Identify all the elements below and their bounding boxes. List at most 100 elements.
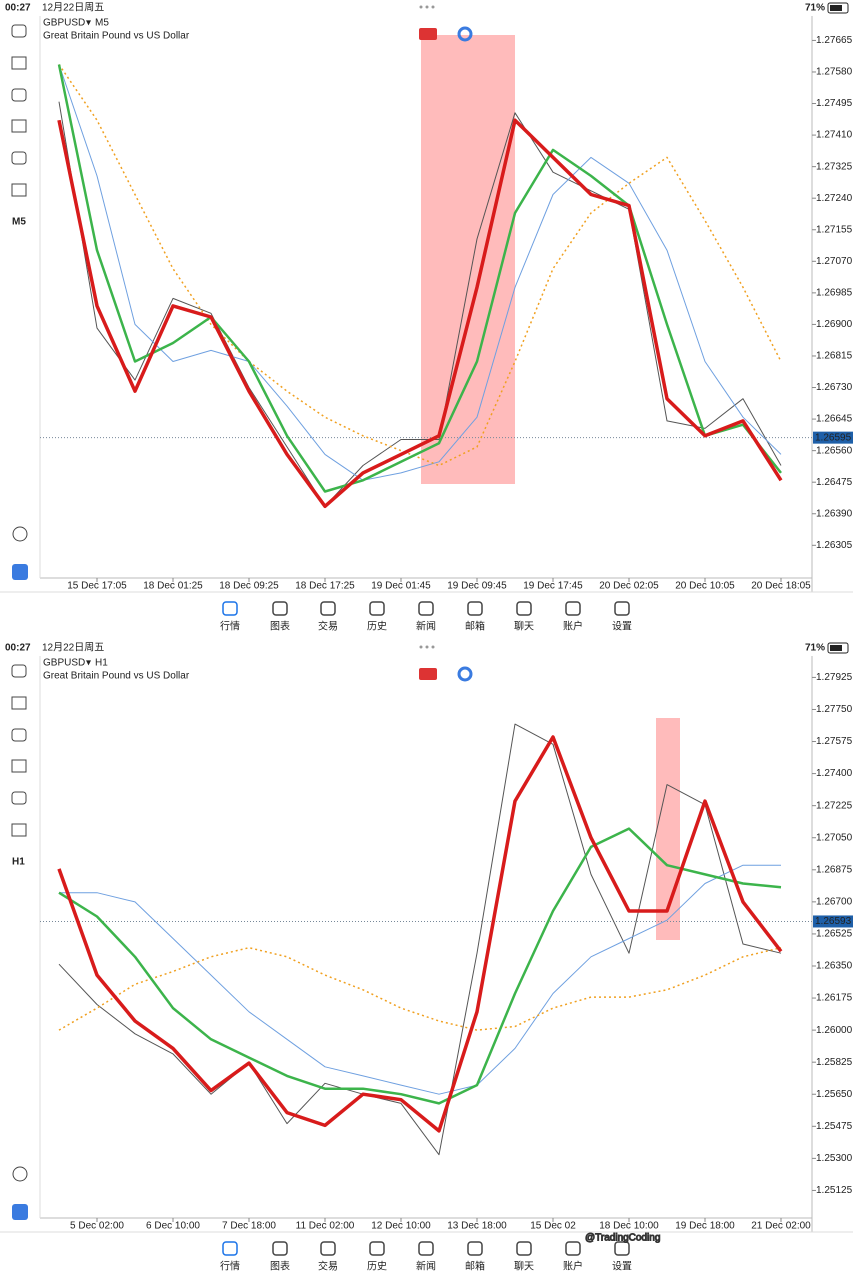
- tab-icon[interactable]: [516, 1241, 532, 1256]
- tab-icon[interactable]: [320, 601, 336, 616]
- y-tick-label: 1.26700: [816, 896, 853, 907]
- y-tick-label: 1.26390: [816, 508, 853, 519]
- x-tick-label: 7 Dec 18:00: [222, 1221, 276, 1232]
- series-line: [59, 864, 781, 1095]
- tab-icon[interactable]: [222, 1241, 238, 1256]
- tab-icon[interactable]: [320, 1241, 336, 1256]
- tab-label[interactable]: 设置: [612, 1261, 632, 1273]
- tab-icon[interactable]: [467, 601, 483, 616]
- x-tick-label: 19 Dec 18:00: [675, 1221, 735, 1232]
- x-tick-label: 11 Dec 02:00: [296, 1221, 355, 1232]
- tab-label[interactable]: 新闻: [416, 1260, 436, 1273]
- dropdown-arrow: ▾: [86, 658, 91, 669]
- y-tick-label: 1.27575: [816, 736, 853, 747]
- tool-icon[interactable]: [12, 1204, 28, 1220]
- screen: 00:27 12月22日周五 71% GBPUSD ▾ H1 Great Britain P…: [0, 640, 853, 1280]
- tab-icon[interactable]: [565, 1241, 581, 1256]
- tab-label[interactable]: 历史: [367, 621, 387, 633]
- tool-icon[interactable]: [11, 664, 27, 678]
- tool-icon[interactable]: [12, 526, 28, 542]
- tool-icon[interactable]: [11, 728, 27, 742]
- tab-label[interactable]: 行情: [220, 620, 240, 633]
- tab-icon[interactable]: [369, 1241, 385, 1256]
- x-tick-label: 18 Dec 01:25: [143, 581, 203, 592]
- y-tick-label: 1.25650: [816, 1089, 853, 1100]
- x-tick-label: 12 Dec 10:00: [371, 1221, 431, 1232]
- tab-label[interactable]: 聊天: [514, 1260, 534, 1273]
- y-tick-label: 1.27750: [816, 704, 853, 715]
- tab-label[interactable]: 邮箱: [465, 620, 485, 633]
- symbol: GBPUSD: [43, 18, 85, 29]
- timeframe: M5: [95, 18, 109, 29]
- trade-button[interactable]: [419, 668, 437, 680]
- watermark: @TradingCoding: [585, 1233, 660, 1244]
- y-tick-label: 1.26985: [816, 288, 853, 299]
- tab-label[interactable]: 行情: [220, 1260, 240, 1273]
- tab-icon[interactable]: [222, 601, 238, 616]
- tab-label[interactable]: 账户: [563, 1260, 583, 1273]
- handle-dot: [419, 645, 423, 649]
- symbol: GBPUSD: [43, 658, 85, 669]
- tab-label[interactable]: 交易: [318, 620, 338, 633]
- status-date: 12月22日周五: [42, 2, 104, 14]
- screen: 00:27 12月22日周五 71% GBPUSD ▾ M5 Great Britain P…: [0, 1, 853, 633]
- tool-timeframe: M5: [12, 217, 26, 228]
- series-line: [58, 64, 782, 467]
- tool-icon[interactable]: [11, 791, 27, 805]
- y-tick-label: 1.27665: [816, 35, 853, 46]
- tool-icon[interactable]: [12, 564, 28, 580]
- tab-icon[interactable]: [369, 601, 385, 616]
- tool-icon[interactable]: [11, 183, 27, 197]
- tab-label[interactable]: 图表: [270, 1260, 290, 1273]
- x-tick-label: 5 Dec 02:00: [70, 1221, 124, 1232]
- tab-icon[interactable]: [272, 601, 288, 616]
- tab-label[interactable]: 邮箱: [465, 1260, 485, 1273]
- tab-label[interactable]: 设置: [612, 621, 632, 633]
- tool-icon[interactable]: [11, 151, 27, 165]
- series-line: [57, 118, 783, 509]
- tool-icon[interactable]: [11, 24, 27, 38]
- tab-label[interactable]: 历史: [367, 1261, 387, 1273]
- tab-icon[interactable]: [418, 1241, 434, 1256]
- tab-icon[interactable]: [418, 601, 434, 616]
- signal-button[interactable]: [457, 666, 473, 682]
- tab-icon[interactable]: [272, 1241, 288, 1256]
- x-tick-label: 20 Dec 02:05: [599, 581, 659, 592]
- tab-icon[interactable]: [614, 1241, 630, 1256]
- tab-icon[interactable]: [614, 601, 630, 616]
- trade-button[interactable]: [419, 28, 437, 40]
- y-tick-label: 1.26900: [816, 319, 853, 330]
- y-tick-label: 1.27050: [816, 832, 853, 843]
- x-tick-label: 15 Dec 17:05: [67, 581, 127, 592]
- handle-dot: [419, 5, 423, 9]
- y-tick-label: 1.27410: [816, 130, 853, 141]
- tool-icon[interactable]: [11, 696, 27, 710]
- tab-label[interactable]: 账户: [563, 620, 583, 633]
- x-tick-label: 13 Dec 18:00: [447, 1221, 507, 1232]
- tab-icon[interactable]: [516, 601, 532, 616]
- y-tick-label: 1.26475: [816, 477, 853, 488]
- current-price-label: 1.26593: [815, 916, 852, 927]
- y-tick-label: 1.27925: [816, 672, 853, 683]
- y-tick-label: 1.27495: [816, 98, 853, 109]
- tool-icon[interactable]: [11, 823, 27, 837]
- tool-icon[interactable]: [12, 1166, 28, 1182]
- y-tick-label: 1.25125: [816, 1185, 853, 1196]
- y-tick-label: 1.26350: [816, 961, 853, 972]
- tab-label[interactable]: 交易: [318, 1260, 338, 1273]
- tool-icon[interactable]: [11, 119, 27, 133]
- tool-icon[interactable]: [11, 56, 27, 70]
- series-line: [58, 101, 782, 507]
- tool-icon[interactable]: [11, 88, 27, 102]
- signal-button[interactable]: [457, 26, 473, 42]
- tab-label[interactable]: 新闻: [416, 620, 436, 633]
- tab-icon[interactable]: [565, 601, 581, 616]
- tool-icon[interactable]: [11, 759, 27, 773]
- tab-label[interactable]: 图表: [270, 620, 290, 633]
- current-price-box: [813, 915, 853, 928]
- tab-icon[interactable]: [467, 1241, 483, 1256]
- series-line: [58, 64, 782, 481]
- tab-label[interactable]: 聊天: [514, 620, 534, 633]
- y-tick-label: 1.26175: [816, 993, 853, 1004]
